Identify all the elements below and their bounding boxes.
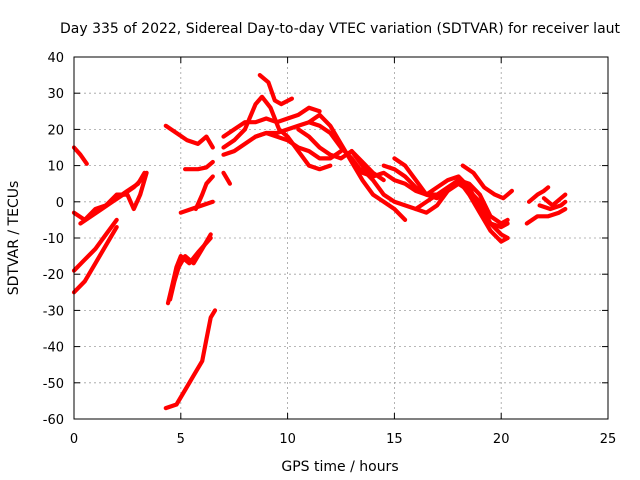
series-line-arc-19: [257, 72, 294, 107]
y-axis-label: SDTVAR / TECUs: [6, 181, 22, 296]
series-line-arc-8: [183, 159, 215, 172]
series-line-arc-12: [168, 232, 213, 302]
series-line-arc-5: [71, 217, 119, 273]
series-line-arc-29: [526, 185, 551, 204]
plot-area-traces: [71, 72, 568, 411]
x-tick-label: 15: [386, 432, 403, 447]
series-line-arc-31: [541, 192, 568, 208]
series-line-arc-16: [221, 130, 344, 161]
series-line-arc-13: [163, 308, 218, 411]
series-line-arc-20: [296, 127, 386, 183]
series-line-arc-9: [193, 174, 215, 212]
series-line-arc-26: [413, 178, 510, 226]
series-line-arc-6: [71, 225, 119, 295]
axis-ticks: 0 5 10 15 20 25 -60 -50 -40 -30 -20 -10 0 10 20 30 40: [43, 51, 617, 447]
series-line-arc-25: [392, 156, 510, 244]
series-line-arc-17: [221, 105, 322, 139]
series-line-arc-28: [524, 206, 568, 226]
series-line-arc-30: [537, 199, 568, 212]
x-tick-label: 20: [493, 432, 510, 447]
series-line-arc-7: [163, 123, 215, 150]
y-tick-label: -10: [43, 232, 64, 247]
y-tick-label: 40: [47, 51, 64, 66]
series-line-arc-18: [253, 120, 376, 179]
series-line-arc-15: [221, 94, 333, 172]
y-tick-label: -30: [43, 304, 64, 319]
x-axis-label: GPS time / hours: [281, 459, 398, 475]
series-line-arc-21: [306, 112, 408, 222]
y-tick-label: -50: [43, 377, 64, 392]
series-line-arc-24: [381, 163, 510, 241]
x-tick-label: 0: [70, 432, 78, 447]
series-line-arc-2: [71, 170, 147, 222]
x-tick-label: 25: [600, 432, 617, 447]
series-line-arc-4: [82, 170, 149, 222]
series-line-arc-1: [71, 145, 89, 166]
chart-title: Day 335 of 2022, Sidereal Day-to-day VTE…: [60, 21, 621, 37]
series-line-arc-27: [460, 163, 514, 201]
y-tick-label: -40: [43, 341, 64, 356]
y-tick-label: 0: [56, 196, 64, 211]
x-tick-label: 10: [279, 432, 296, 447]
x-tick-label: 5: [177, 432, 185, 447]
y-tick-label: -60: [43, 413, 64, 428]
y-tick-label: 20: [47, 123, 64, 138]
grid: [74, 57, 608, 419]
y-tick-label: -20: [43, 268, 64, 283]
series-line-arc-14: [221, 170, 232, 186]
y-tick-label: 10: [47, 160, 64, 175]
series-line-arc-10: [178, 199, 215, 215]
y-tick-label: 30: [47, 87, 64, 102]
